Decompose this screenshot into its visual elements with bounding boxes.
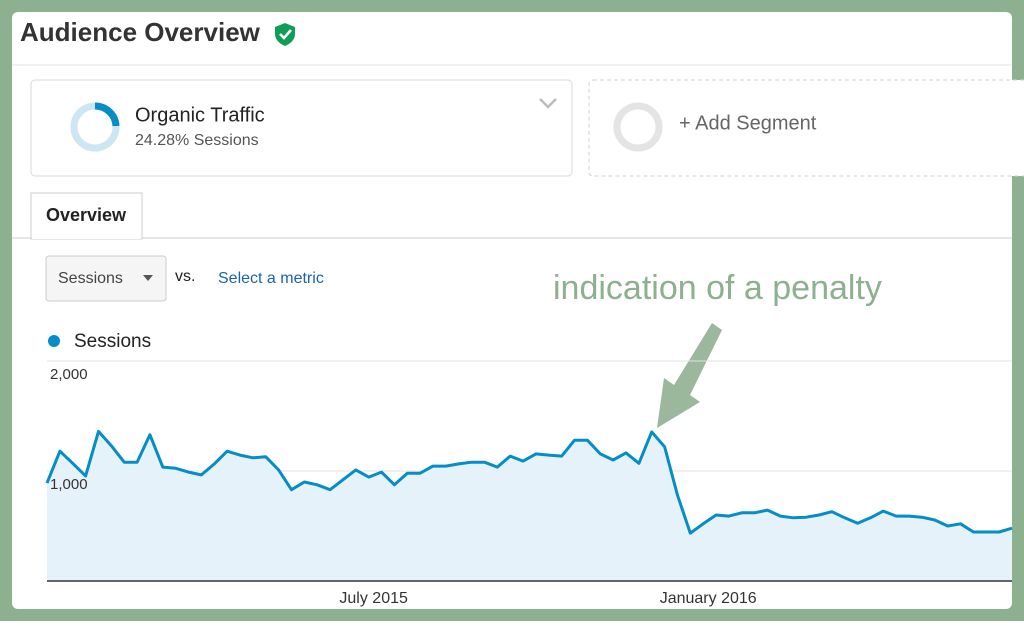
versus: vs. <box>175 268 195 285</box>
annotation-arrow <box>657 323 722 428</box>
y-tick-label: 1,000 <box>50 476 88 493</box>
page-title: Audience Overview <box>20 17 261 47</box>
legend-label[interactable]: Sessions <box>74 331 151 352</box>
verified-icon <box>275 23 295 46</box>
area <box>47 431 1012 581</box>
segment-name: Organic Traffic <box>135 104 265 126</box>
segment-chevron[interactable] <box>539 98 557 109</box>
y-tick-label: 2,000 <box>50 366 88 383</box>
dropdown-caret <box>143 275 153 281</box>
add-segment-donut <box>613 102 663 152</box>
select-metric[interactable]: Select a metric <box>218 270 324 287</box>
segment-detail: 24.28% Sessions <box>135 132 259 149</box>
segment-donut-arc <box>94 102 120 127</box>
verified-check <box>279 29 292 40</box>
legend-dot <box>48 335 60 347</box>
line <box>45 429 1013 535</box>
annotation: indication of a penalty <box>553 269 882 307</box>
segment-card[interactable] <box>30 79 573 177</box>
metric-label[interactable]: Sessions <box>58 270 123 287</box>
x-tick-label: July 2015 <box>339 590 408 607</box>
tab[interactable] <box>30 192 143 240</box>
add-segment[interactable]: + Add Segment <box>679 112 817 134</box>
tab-label[interactable]: Overview <box>46 205 127 225</box>
add-segment-card[interactable] <box>588 79 1024 177</box>
x-tick-label: January 2016 <box>660 590 757 607</box>
metric-dropdown[interactable] <box>45 255 167 302</box>
